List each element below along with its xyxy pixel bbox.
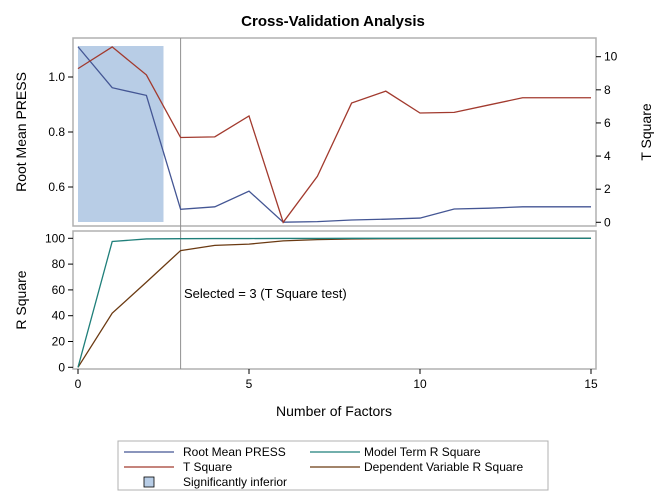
legend-swatch-significantly-inferior: [143, 476, 155, 488]
legend-label-t-square: T Square: [183, 460, 232, 474]
y-axis-label-left-top: Root Mean PRESS: [13, 72, 29, 192]
y-tick-label-right: 2: [604, 182, 611, 196]
y-tick-label-right: 10: [604, 50, 618, 64]
significantly-inferior-region: [78, 46, 164, 222]
y-tick-label-bottom: 0: [58, 360, 65, 374]
x-tick-label: 10: [413, 377, 427, 391]
y-tick-label-right: 4: [604, 149, 611, 163]
root-mean-press-line: [77, 46, 591, 223]
y-tick-label-bottom: 20: [52, 335, 66, 349]
legend-label-root-mean-press: Root Mean PRESS: [183, 445, 286, 459]
x-tick-label: 15: [584, 377, 598, 391]
x-tick-label: 0: [75, 377, 82, 391]
y-tick-label-bottom: 40: [52, 309, 66, 323]
y-tick-label-right: 0: [604, 215, 611, 229]
x-axis-label: Number of Factors: [276, 403, 392, 419]
dependent-variable-r-square-line: [77, 237, 591, 368]
chart-title: Cross-Validation Analysis: [241, 13, 425, 30]
legend-box: [117, 440, 549, 491]
legend-label-dependent-variable-r-square: Dependent Variable R Square: [364, 460, 524, 474]
y-axis-label-bottom: R Square: [13, 270, 29, 329]
y-tick-label-left: 1.0: [48, 70, 65, 84]
t-square-line: [77, 46, 591, 224]
y-tick-label-bottom: 80: [52, 257, 66, 271]
y-tick-label-right: 8: [604, 83, 611, 97]
y-tick-label-left: 0.8: [48, 125, 65, 139]
y-tick-label-bottom: 100: [45, 231, 65, 245]
legend-label-model-term-r-square: Model Term R Square: [364, 445, 481, 459]
bottom-panel-frame: [72, 230, 597, 370]
model-term-r-square-line: [77, 237, 591, 368]
y-axis-label-right-top: T Square: [638, 103, 654, 161]
x-tick-label: 5: [246, 377, 253, 391]
selected-annotation: Selected = 3 (T Square test): [184, 286, 347, 301]
y-tick-label-left: 0.6: [48, 180, 65, 194]
y-tick-label-bottom: 60: [52, 283, 66, 297]
y-tick-label-right: 6: [604, 116, 611, 130]
legend-label-significantly-inferior: Significantly inferior: [183, 475, 287, 489]
